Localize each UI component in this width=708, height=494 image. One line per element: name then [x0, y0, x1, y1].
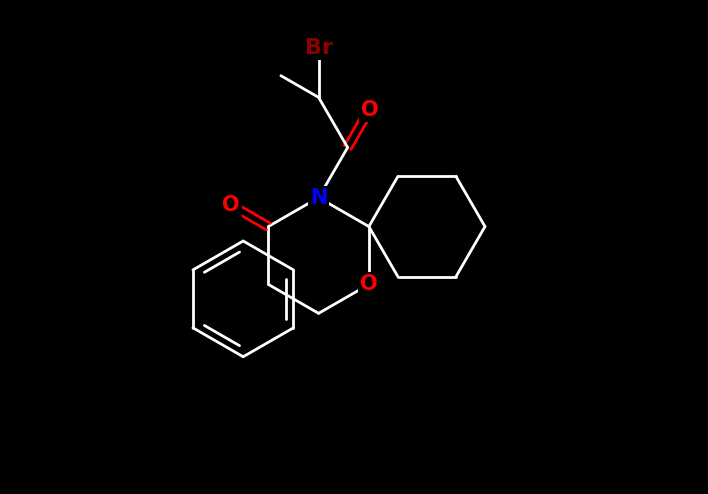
- Text: N: N: [310, 188, 327, 207]
- Text: O: O: [222, 195, 239, 215]
- Text: O: O: [360, 100, 378, 120]
- Text: Br: Br: [304, 38, 333, 58]
- Text: O: O: [360, 274, 377, 294]
